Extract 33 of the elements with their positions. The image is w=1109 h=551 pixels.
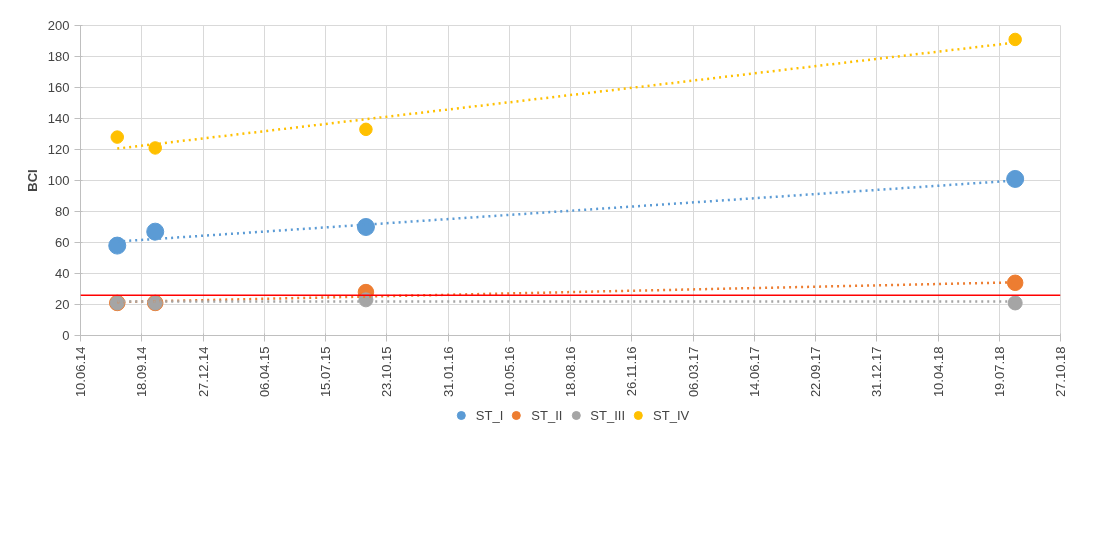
x-tick-label: 31.12.17: [869, 346, 885, 398]
x-tick-label: 14.06.17: [746, 346, 762, 398]
y-tick-label: 120: [47, 142, 70, 157]
x-tick-label: 18.08.16: [563, 346, 578, 398]
y-tick-label: 0: [62, 328, 70, 343]
legend-label: ST_IV: [653, 407, 690, 423]
x-tick-label: 27.10.18: [1053, 346, 1068, 398]
y-tick-label: 200: [47, 18, 70, 33]
x-tick-label: 26.11.16: [624, 346, 640, 397]
y-tick-label: 140: [47, 111, 70, 126]
legend-label: ST_II: [531, 407, 563, 423]
x-tick-label: 10.06.14: [73, 346, 88, 398]
x-tick-label: 10.04.18: [930, 346, 946, 398]
x-tick-label: 19.07.18: [991, 346, 1007, 398]
y-tick-label: 60: [55, 235, 70, 250]
legend-label: ST_I: [475, 407, 504, 423]
x-tick-label: 31.01.16: [440, 346, 456, 398]
y-axis-title: BCI: [24, 169, 40, 192]
y-tick-label: 100: [47, 173, 70, 188]
x-tick-label: 23.10.15: [379, 346, 395, 398]
legend-label: ST_III: [590, 407, 626, 423]
y-tick-label: 180: [47, 49, 70, 64]
y-tick-label: 160: [47, 80, 70, 95]
x-tick-label: 22.09.17: [808, 346, 823, 398]
x-tick-label: 06.03.17: [685, 346, 701, 398]
x-tick-label: 10.05.16: [501, 346, 517, 398]
y-tick-label: 40: [55, 266, 70, 281]
x-tick-label: 06.04.15: [256, 346, 272, 398]
y-tick-label: 80: [55, 204, 70, 219]
y-tick-label: 20: [55, 297, 70, 312]
x-tick-label: 18.09.14: [134, 346, 150, 398]
x-tick-label: 27.12.14: [195, 346, 211, 398]
x-tick-label: 15.07.15: [318, 346, 333, 398]
